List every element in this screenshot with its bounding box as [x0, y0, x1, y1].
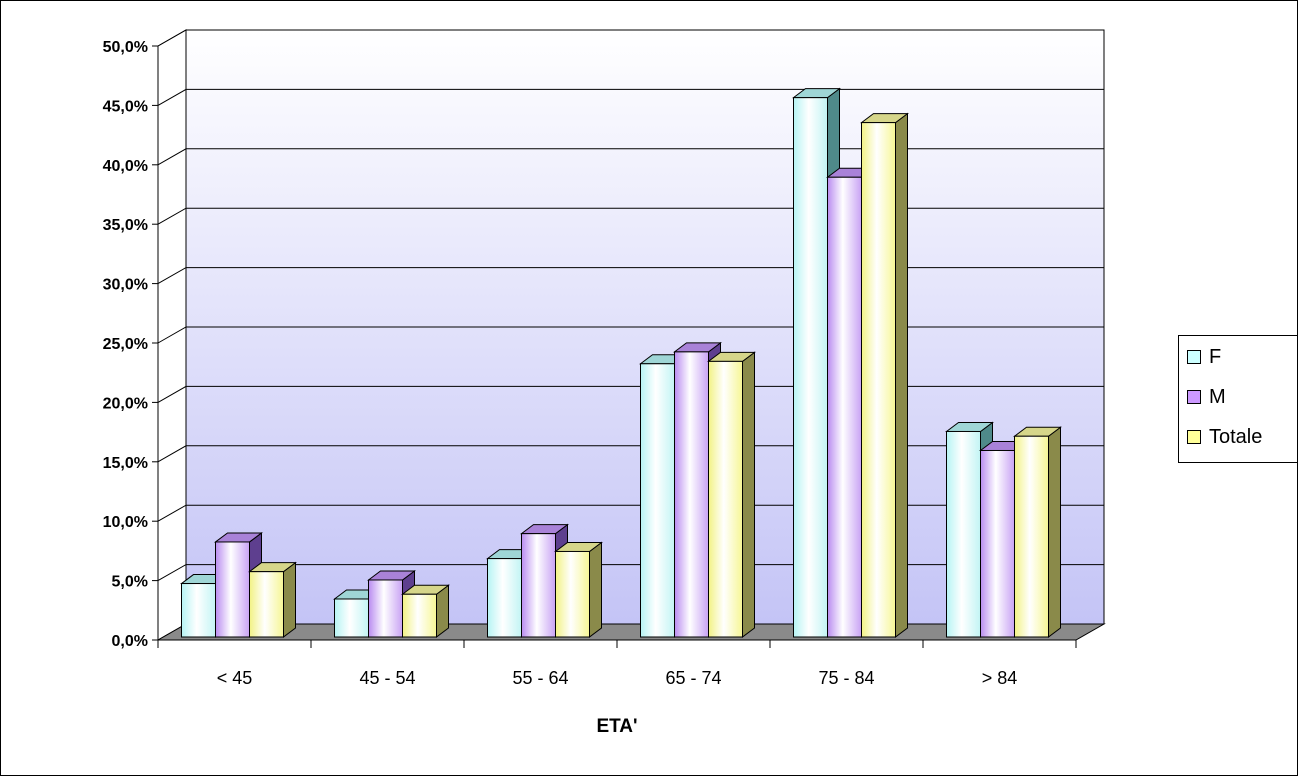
bar-totale-2: [401, 584, 450, 638]
legend: F M Totale: [1178, 335, 1298, 463]
bar-front: [215, 541, 250, 638]
bar-totale-5: [860, 112, 909, 638]
bar-front: [708, 360, 743, 638]
y-tick-label: 5,0%: [112, 574, 148, 591]
y-tick-label: 40,0%: [103, 158, 148, 175]
bar-front: [402, 593, 437, 638]
bar-totale-1: [248, 561, 297, 638]
bar-totale-6: [1013, 426, 1062, 638]
bar-front: [946, 430, 981, 638]
x-axis-title: ETA': [596, 716, 637, 737]
legend-label-m: M: [1209, 385, 1226, 408]
y-tick-label: 30,0%: [103, 277, 148, 294]
y-tick-label: 45,0%: [103, 98, 148, 115]
axes: [152, 45, 1077, 648]
gridline: [157, 88, 1104, 106]
legend-item-totale: Totale: [1187, 422, 1262, 452]
legend-swatch-f: [1187, 350, 1201, 364]
y-tick-label: 0,0%: [112, 633, 148, 650]
bar-front: [640, 363, 675, 638]
bar-side: [1048, 426, 1061, 638]
y-tick-label: 10,0%: [103, 514, 148, 531]
legend-swatch-totale: [1187, 430, 1201, 444]
x-tick-label: > 84: [982, 668, 1018, 688]
bars: [180, 87, 1062, 638]
bar-front: [980, 449, 1015, 638]
bar-front: [827, 176, 862, 638]
y-tick-label: 15,0%: [103, 455, 148, 472]
bar-side: [742, 351, 755, 638]
bar-front: [793, 97, 828, 638]
legend-label-totale: Totale: [1209, 425, 1263, 448]
x-tick-label: 65 - 74: [665, 668, 721, 688]
bar-front: [555, 550, 590, 638]
x-tick-label: 45 - 54: [359, 668, 415, 688]
bar-front: [181, 583, 216, 638]
axis-labels: 0,0% 5,0% 10,0% 15,0% 20,0% 25,0% 30,0% 35,0% 40…: [103, 39, 1018, 688]
y-tick-label: 50,0%: [103, 39, 148, 56]
legend-swatch-m: [1187, 390, 1201, 404]
bar-side: [895, 112, 908, 638]
bar-side: [589, 541, 602, 638]
bar-front: [249, 571, 284, 638]
y-tick-label: 20,0%: [103, 395, 148, 412]
bar-front: [334, 598, 369, 638]
bar-front: [521, 533, 556, 638]
bar-front: [487, 558, 522, 638]
x-tick-label: 55 - 64: [512, 668, 568, 688]
legend-item-m: M: [1187, 382, 1226, 412]
gridline: [157, 29, 1104, 47]
y-tick-label: 35,0%: [103, 217, 148, 234]
legend-label-f: F: [1209, 345, 1222, 368]
legend-item-f: F: [1187, 342, 1221, 372]
y-tick-label: 25,0%: [103, 336, 148, 353]
bar-front: [368, 579, 403, 638]
bar-front: [861, 122, 896, 638]
bar-front: [1014, 435, 1049, 638]
bar-totale-4: [707, 351, 756, 638]
bar-side: [283, 561, 296, 638]
bar-front: [674, 351, 709, 638]
bar-totale-3: [554, 541, 603, 638]
x-tick-label: 75 - 84: [818, 668, 874, 688]
x-tick-label: < 45: [217, 668, 253, 688]
